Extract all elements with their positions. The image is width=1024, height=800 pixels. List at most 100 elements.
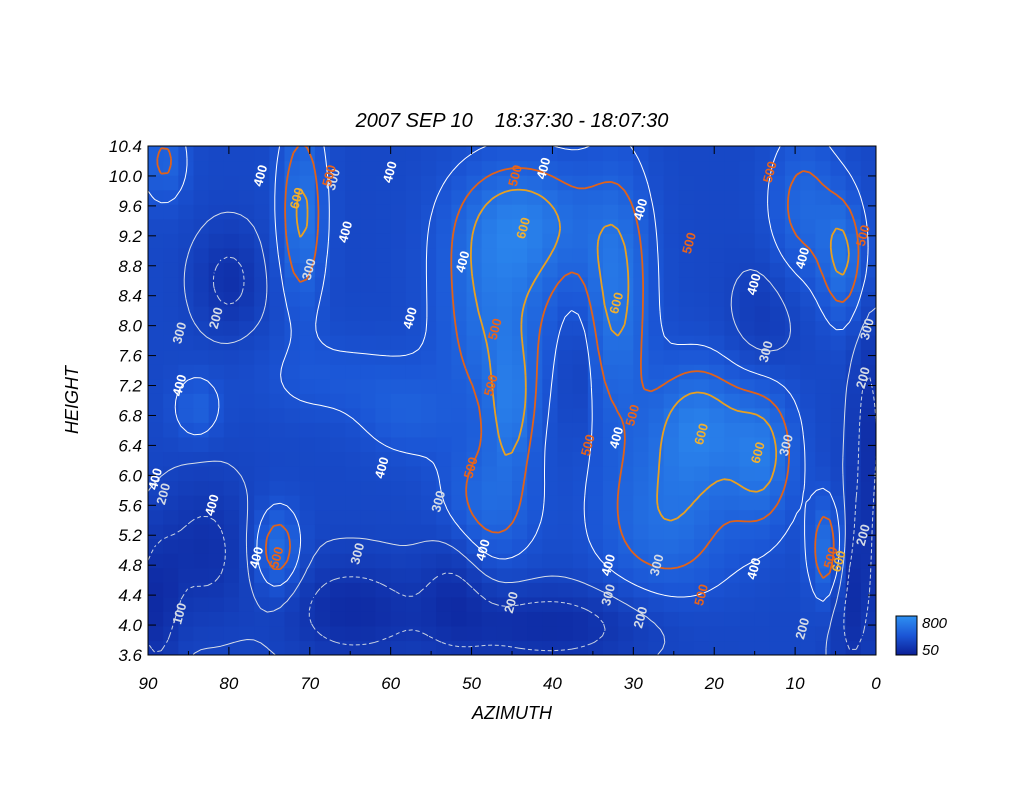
heatmap-cell (284, 189, 301, 205)
heatmap-cell (512, 582, 528, 598)
heatmap-cell (785, 393, 801, 409)
heatmap-cell (648, 582, 665, 598)
heatmap-cell (633, 640, 650, 655)
heatmap-cell (648, 407, 665, 423)
heatmap-cell (375, 495, 392, 511)
heatmap-cell (405, 465, 422, 482)
heatmap-cell (724, 364, 741, 380)
heatmap-cell (709, 378, 725, 394)
heatmap-cell (496, 160, 513, 176)
heatmap-cell (587, 465, 604, 482)
heatmap-cell (223, 233, 240, 249)
heatmap-cell (314, 335, 331, 351)
heatmap-cell (299, 611, 316, 627)
heatmap-cell (845, 378, 862, 394)
heatmap-cell (496, 146, 513, 162)
heatmap-cell (527, 625, 543, 642)
heatmap-cell (694, 553, 710, 569)
heatmap-cell (390, 349, 407, 365)
heatmap-cell (542, 175, 559, 191)
heatmap-cell (815, 393, 832, 409)
heatmap-cell (148, 538, 164, 554)
heatmap-cell (299, 465, 316, 482)
heatmap-cell (527, 204, 543, 220)
heatmap-cell (739, 233, 756, 249)
heatmap-cell (542, 451, 559, 467)
heatmap-cell (709, 276, 725, 293)
heatmap-cell (815, 582, 832, 598)
heatmap-cell (603, 509, 619, 525)
contour-label: 400 (533, 156, 553, 181)
heatmap-cell (557, 320, 574, 336)
heatmap-cell (572, 524, 589, 540)
heatmap-cell (208, 204, 225, 220)
heatmap-cell (694, 393, 710, 409)
heatmap-cell (390, 305, 407, 322)
heatmap-cell (754, 160, 771, 176)
heatmap-cell (421, 480, 437, 496)
heatmap-cell (390, 422, 407, 438)
heatmap-cell (572, 233, 589, 249)
heatmap-cell (223, 262, 240, 278)
heatmap-cell (345, 625, 361, 642)
heatmap-cell (178, 524, 195, 540)
heatmap-cell (239, 364, 255, 380)
heatmap-cell (694, 495, 710, 511)
heatmap-cell (163, 320, 179, 336)
heatmap-cell (724, 218, 741, 234)
heatmap-cell (527, 233, 543, 249)
contour-line-500 (156, 146, 860, 579)
heatmap-cell (815, 247, 832, 263)
heatmap-cell (830, 233, 847, 249)
heatmap-cell (208, 335, 225, 351)
heatmap-cell (557, 553, 574, 569)
heatmap-cell (208, 640, 225, 655)
heatmap-cell (390, 611, 407, 627)
heatmap-cell (815, 335, 832, 351)
contour-label: 500 (622, 403, 642, 428)
heatmap-cell (330, 160, 346, 176)
heatmap-cell (208, 465, 225, 482)
heatmap-cell (148, 567, 164, 583)
heatmap-cell (663, 538, 680, 554)
heatmap-cell (239, 436, 255, 452)
heatmap-cell (330, 189, 346, 205)
heatmap-cell (375, 524, 392, 540)
heatmap-cell (830, 146, 847, 162)
heatmap-cell (421, 465, 437, 482)
heatmap-cell (648, 596, 665, 612)
heatmap-cell (466, 146, 483, 162)
heatmap-cell (830, 335, 847, 351)
heatmap-cell (648, 291, 665, 307)
heatmap-cell (496, 509, 513, 525)
heatmap-cell (405, 567, 422, 583)
heatmap-cell (769, 146, 786, 162)
heatmap-cell (163, 262, 179, 278)
contour-label: 600 (606, 291, 626, 316)
heatmap-cell (860, 320, 876, 336)
heatmap-cell (254, 480, 270, 496)
heatmap-cell (299, 509, 316, 525)
y-tick-label: 6.0 (118, 466, 142, 485)
heatmap-cell (739, 509, 756, 525)
heatmap-cell (496, 393, 513, 409)
heatmap-cell (603, 160, 619, 176)
heatmap-cell (314, 596, 331, 612)
heatmap-cell (769, 378, 786, 394)
heatmap-cell (633, 422, 650, 438)
heatmap-cell (785, 407, 801, 423)
heatmap-cell (239, 582, 255, 598)
heatmap-cell (269, 538, 286, 554)
contour-label: 500 (578, 433, 598, 458)
heatmap-cell (299, 640, 316, 655)
heatmap-cell (299, 553, 316, 569)
heatmap-cell (421, 364, 437, 380)
heatmap-cell (390, 640, 407, 655)
heatmap-cell (618, 480, 634, 496)
heatmap-cell (269, 495, 286, 511)
heatmap-cell (633, 611, 650, 627)
heatmap-cell (193, 465, 210, 482)
heatmap-cell (709, 553, 725, 569)
heatmap-cell (390, 451, 407, 467)
heatmap-cell (345, 218, 361, 234)
